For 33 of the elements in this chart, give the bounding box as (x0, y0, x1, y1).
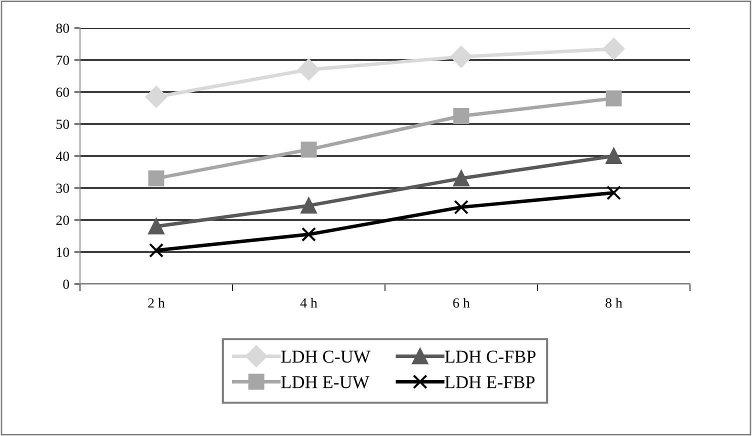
point (602, 38, 625, 60)
point (145, 86, 168, 108)
point (606, 186, 622, 200)
legend-label: LDH C-UW (281, 350, 370, 363)
y-tick-label: 20 (56, 216, 70, 225)
legend-label: LDH E-UW (281, 376, 370, 388)
y-tick-label: 30 (56, 184, 70, 193)
y-tick-label: 10 (56, 248, 70, 257)
y-tick-label: 0 (63, 280, 70, 289)
point (148, 218, 164, 234)
y-tick-label: 60 (56, 88, 70, 97)
point (148, 243, 164, 258)
point (454, 200, 469, 214)
point (606, 90, 622, 106)
x-tick-label: 6 h (453, 298, 470, 308)
y-tick-label: 50 (56, 120, 70, 129)
point (453, 108, 470, 124)
point (300, 198, 317, 214)
x-tick-label: 2 h (148, 298, 165, 308)
point (301, 227, 316, 242)
point (450, 46, 472, 68)
y-tick-label: 70 (56, 56, 70, 65)
y-tick-label: 80 (56, 24, 70, 33)
point (300, 142, 317, 158)
x-tick-label: 8 h (606, 298, 622, 308)
point (298, 58, 320, 80)
point (148, 170, 164, 186)
legend-label: LDH E-FBP (444, 376, 535, 388)
y-tick-label: 40 (56, 152, 70, 161)
point (606, 148, 622, 164)
legend-label: LDH C-FBP (444, 350, 536, 363)
point (453, 170, 470, 186)
x-tick-label: 4 h (300, 298, 318, 308)
